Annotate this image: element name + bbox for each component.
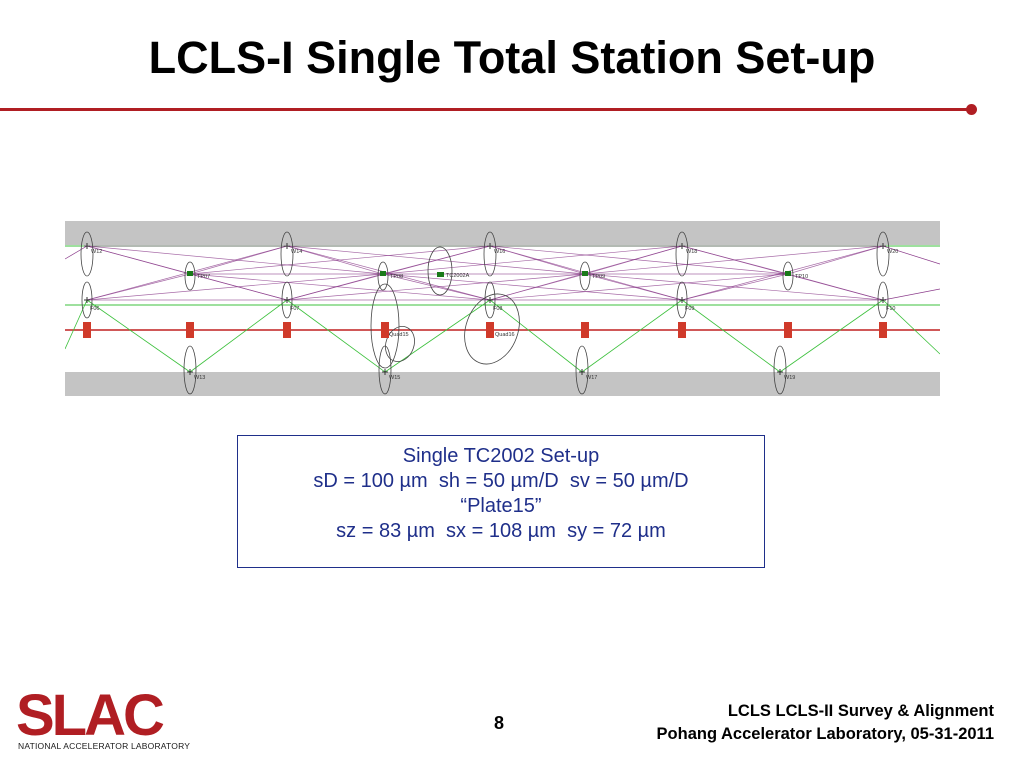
point-label: TP07	[197, 274, 210, 280]
survey-point	[487, 243, 493, 249]
error-ellipse	[80, 231, 94, 277]
quadrupole-magnet	[83, 322, 91, 338]
error-ellipse	[377, 261, 389, 291]
survey-point	[284, 297, 290, 303]
point-label: W19	[784, 375, 795, 381]
error-ellipse	[483, 231, 497, 277]
error-ellipse	[484, 281, 496, 319]
point-label: TC2002A	[446, 273, 470, 279]
point-label: F07	[290, 306, 299, 312]
slac-logo: SLAC	[16, 683, 167, 748]
info-line-3: “Plate15”	[460, 495, 542, 517]
error-ellipse	[579, 261, 591, 291]
point-label: F09	[685, 306, 694, 312]
info-line-1: Single TC2002 Set-up	[402, 445, 600, 467]
quadrupole-magnet	[879, 322, 887, 338]
error-ellipse	[280, 231, 294, 277]
lower-wall-band	[65, 372, 940, 396]
info-line-4: sz = 83 µm sx = 108 µm sy = 72 µm	[336, 520, 666, 542]
point-label: W16	[494, 249, 505, 255]
error-ellipse	[281, 281, 293, 319]
point-label: W12	[91, 249, 102, 255]
error-ellipse	[676, 281, 688, 319]
survey-point	[880, 243, 886, 249]
point-label: F06	[90, 306, 99, 312]
quadrupole-magnet	[186, 322, 194, 338]
slac-logo-text: SLAC	[16, 683, 164, 748]
point-label: W18	[686, 249, 697, 255]
error-ellipse	[675, 231, 689, 277]
setup-info-box: Single TC2002 Set-up sD = 100 µm sh = 50…	[237, 435, 765, 568]
point-label: TP08	[390, 274, 403, 280]
survey-point	[487, 297, 493, 303]
survey-point	[679, 297, 685, 303]
error-ellipse-large	[464, 293, 520, 365]
error-ellipse-large	[385, 326, 415, 362]
error-ellipse	[782, 261, 794, 291]
quadrupole-magnet	[784, 322, 792, 338]
point-label: Quad15	[389, 332, 409, 338]
error-ellipse	[877, 281, 889, 319]
point-label: F08	[493, 306, 502, 312]
footer-line-1: LCLS LCLS-II Survey & Alignment	[727, 702, 994, 720]
footer: LCLS LCLS-II Survey & Alignment Pohang A…	[657, 700, 994, 746]
survey-point	[579, 369, 585, 375]
error-ellipse	[184, 261, 196, 291]
point-label: W15	[389, 375, 400, 381]
point-label: W13	[194, 375, 205, 381]
point-label: TP10	[795, 274, 808, 280]
traverse-point	[380, 271, 386, 276]
point-label: TP09	[592, 274, 605, 280]
point-label: W17	[586, 375, 597, 381]
survey-point	[187, 369, 193, 375]
slide-title: LCLS-I Single Total Station Set-up	[148, 32, 876, 83]
survey-point	[679, 243, 685, 249]
survey-point	[84, 243, 90, 249]
upper-wall-band	[65, 221, 940, 245]
point-label: Quad16	[495, 332, 515, 338]
traverse-point	[785, 271, 791, 276]
error-ellipse	[575, 345, 589, 395]
point-label: W14	[291, 249, 302, 255]
point-label: F10	[886, 306, 895, 312]
survey-point	[284, 243, 290, 249]
title-rule-dot	[966, 104, 977, 115]
quadrupole-magnet	[283, 322, 291, 338]
quadrupole-magnet	[581, 322, 589, 338]
traverse-point	[582, 271, 588, 276]
survey-point	[382, 369, 388, 375]
error-ellipse	[183, 345, 197, 395]
error-ellipse	[876, 231, 890, 277]
survey-point	[777, 369, 783, 375]
survey-network-diagram: W12 W14 W16 W18 W20 TP07 TP08 TP09 TP10 F06 F07 F08…	[65, 219, 940, 399]
title-rule	[0, 108, 970, 111]
error-ellipse-large	[370, 283, 400, 369]
survey-point	[880, 297, 886, 303]
survey-point	[84, 297, 90, 303]
quadrupole-magnet	[678, 322, 686, 338]
quadrupole-magnet	[486, 322, 494, 338]
instrument-station	[437, 272, 444, 277]
info-line-2: sD = 100 µm sh = 50 µm/D sv = 50 µm/D	[313, 470, 689, 492]
error-ellipse	[81, 281, 93, 319]
quadrupole-magnet	[381, 322, 389, 338]
instrument-ellipse	[427, 246, 453, 296]
error-ellipse	[773, 345, 787, 395]
error-ellipse	[378, 345, 392, 395]
page-number: 8	[494, 713, 505, 733]
point-label: W20	[887, 249, 898, 255]
slac-logo-subtitle: NATIONAL ACCELERATOR LABORATORY	[18, 741, 191, 751]
footer-line-2: Pohang Accelerator Laboratory, 05-31-201…	[656, 725, 994, 743]
traverse-point	[187, 271, 193, 276]
